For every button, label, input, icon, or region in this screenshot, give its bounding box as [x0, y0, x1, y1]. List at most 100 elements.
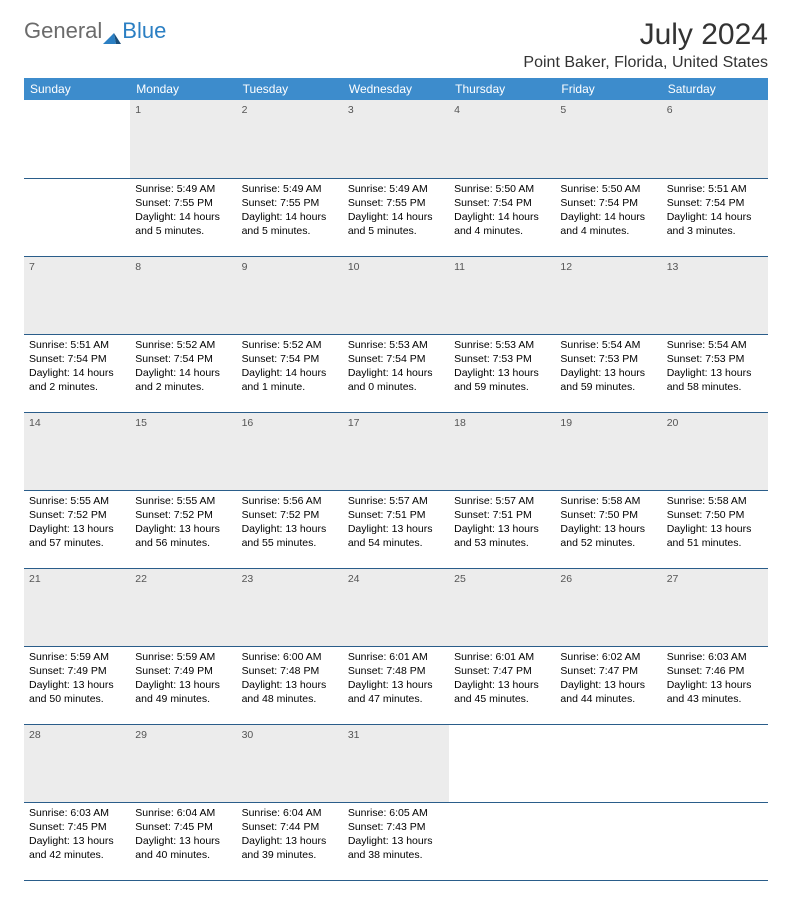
sunrise-line: Sunrise: 5:52 AM — [242, 338, 338, 352]
sunrise-line: Sunrise: 5:50 AM — [560, 182, 656, 196]
weekday-header: Monday — [130, 78, 236, 100]
month-title: July 2024 — [523, 18, 768, 52]
day-number-row: 21222324252627 — [24, 568, 768, 646]
daylight-line: Daylight: 13 hours and 55 minutes. — [242, 522, 338, 550]
day-detail-cell: Sunrise: 6:05 AMSunset: 7:43 PMDaylight:… — [343, 802, 449, 880]
sunset-line: Sunset: 7:50 PM — [667, 508, 763, 522]
daylight-line: Daylight: 13 hours and 43 minutes. — [667, 678, 763, 706]
sunrise-line: Sunrise: 6:04 AM — [242, 806, 338, 820]
weekday-header-row: SundayMondayTuesdayWednesdayThursdayFrid… — [24, 78, 768, 100]
day-detail-cell: Sunrise: 5:57 AMSunset: 7:51 PMDaylight:… — [449, 490, 555, 568]
day-number-cell: 24 — [343, 568, 449, 646]
daylight-line: Daylight: 13 hours and 58 minutes. — [667, 366, 763, 394]
sunset-line: Sunset: 7:45 PM — [135, 820, 231, 834]
daylight-line: Daylight: 13 hours and 45 minutes. — [454, 678, 550, 706]
sunrise-line: Sunrise: 6:05 AM — [348, 806, 444, 820]
day-number-row: 123456 — [24, 100, 768, 178]
day-detail-cell: Sunrise: 5:51 AMSunset: 7:54 PMDaylight:… — [662, 178, 768, 256]
daylight-line: Daylight: 14 hours and 3 minutes. — [667, 210, 763, 238]
day-number-row: 78910111213 — [24, 256, 768, 334]
daylight-line: Daylight: 13 hours and 54 minutes. — [348, 522, 444, 550]
day-number-row: 14151617181920 — [24, 412, 768, 490]
day-detail-row: Sunrise: 5:55 AMSunset: 7:52 PMDaylight:… — [24, 490, 768, 568]
sunrise-line: Sunrise: 5:54 AM — [667, 338, 763, 352]
day-number-cell: 2 — [237, 100, 343, 178]
logo-text-1: General — [24, 18, 102, 44]
day-number-cell: 6 — [662, 100, 768, 178]
day-detail-cell — [662, 802, 768, 880]
daylight-line: Daylight: 14 hours and 5 minutes. — [348, 210, 444, 238]
day-detail-cell — [24, 178, 130, 256]
sunset-line: Sunset: 7:54 PM — [667, 196, 763, 210]
daylight-line: Daylight: 14 hours and 0 minutes. — [348, 366, 444, 394]
weekday-header: Sunday — [24, 78, 130, 100]
sunset-line: Sunset: 7:44 PM — [242, 820, 338, 834]
day-detail-cell: Sunrise: 6:04 AMSunset: 7:45 PMDaylight:… — [130, 802, 236, 880]
daylight-line: Daylight: 14 hours and 5 minutes. — [135, 210, 231, 238]
sunset-line: Sunset: 7:55 PM — [135, 196, 231, 210]
daylight-line: Daylight: 13 hours and 59 minutes. — [454, 366, 550, 394]
sunrise-line: Sunrise: 5:55 AM — [29, 494, 125, 508]
daylight-line: Daylight: 14 hours and 2 minutes. — [135, 366, 231, 394]
daylight-line: Daylight: 14 hours and 2 minutes. — [29, 366, 125, 394]
sunset-line: Sunset: 7:51 PM — [454, 508, 550, 522]
day-detail-row: Sunrise: 5:59 AMSunset: 7:49 PMDaylight:… — [24, 646, 768, 724]
sunset-line: Sunset: 7:43 PM — [348, 820, 444, 834]
day-detail-cell: Sunrise: 6:03 AMSunset: 7:46 PMDaylight:… — [662, 646, 768, 724]
sunset-line: Sunset: 7:48 PM — [242, 664, 338, 678]
sunset-line: Sunset: 7:52 PM — [242, 508, 338, 522]
daylight-line: Daylight: 13 hours and 51 minutes. — [667, 522, 763, 550]
day-detail-cell: Sunrise: 5:56 AMSunset: 7:52 PMDaylight:… — [237, 490, 343, 568]
daylight-line: Daylight: 13 hours and 44 minutes. — [560, 678, 656, 706]
day-number-cell: 29 — [130, 724, 236, 802]
sunrise-line: Sunrise: 5:54 AM — [560, 338, 656, 352]
sunset-line: Sunset: 7:50 PM — [560, 508, 656, 522]
day-number-cell: 23 — [237, 568, 343, 646]
daylight-line: Daylight: 13 hours and 40 minutes. — [135, 834, 231, 862]
sunset-line: Sunset: 7:48 PM — [348, 664, 444, 678]
day-detail-cell: Sunrise: 6:01 AMSunset: 7:47 PMDaylight:… — [449, 646, 555, 724]
sunrise-line: Sunrise: 5:58 AM — [667, 494, 763, 508]
day-detail-cell: Sunrise: 6:02 AMSunset: 7:47 PMDaylight:… — [555, 646, 661, 724]
day-detail-cell: Sunrise: 6:03 AMSunset: 7:45 PMDaylight:… — [24, 802, 130, 880]
day-detail-cell: Sunrise: 5:59 AMSunset: 7:49 PMDaylight:… — [24, 646, 130, 724]
title-block: July 2024 Point Baker, Florida, United S… — [523, 18, 768, 72]
sunrise-line: Sunrise: 5:53 AM — [454, 338, 550, 352]
sunset-line: Sunset: 7:54 PM — [560, 196, 656, 210]
sunset-line: Sunset: 7:54 PM — [348, 352, 444, 366]
day-number-cell: 12 — [555, 256, 661, 334]
day-detail-cell: Sunrise: 5:54 AMSunset: 7:53 PMDaylight:… — [555, 334, 661, 412]
day-number-cell: 4 — [449, 100, 555, 178]
sunset-line: Sunset: 7:54 PM — [29, 352, 125, 366]
day-detail-cell: Sunrise: 5:49 AMSunset: 7:55 PMDaylight:… — [130, 178, 236, 256]
sunrise-line: Sunrise: 6:04 AM — [135, 806, 231, 820]
weekday-header: Saturday — [662, 78, 768, 100]
logo: General Blue — [24, 18, 166, 44]
sunset-line: Sunset: 7:55 PM — [242, 196, 338, 210]
day-detail-cell: Sunrise: 6:01 AMSunset: 7:48 PMDaylight:… — [343, 646, 449, 724]
daylight-line: Daylight: 13 hours and 42 minutes. — [29, 834, 125, 862]
sunrise-line: Sunrise: 5:59 AM — [135, 650, 231, 664]
daylight-line: Daylight: 13 hours and 50 minutes. — [29, 678, 125, 706]
day-number-cell: 30 — [237, 724, 343, 802]
daylight-line: Daylight: 13 hours and 39 minutes. — [242, 834, 338, 862]
daylight-line: Daylight: 13 hours and 56 minutes. — [135, 522, 231, 550]
weekday-header: Thursday — [449, 78, 555, 100]
day-number-cell: 14 — [24, 412, 130, 490]
sunset-line: Sunset: 7:49 PM — [29, 664, 125, 678]
day-number-cell: 9 — [237, 256, 343, 334]
day-number-cell: 27 — [662, 568, 768, 646]
sunrise-line: Sunrise: 6:01 AM — [348, 650, 444, 664]
weekday-header: Tuesday — [237, 78, 343, 100]
sunrise-line: Sunrise: 5:55 AM — [135, 494, 231, 508]
sunrise-line: Sunrise: 5:51 AM — [667, 182, 763, 196]
day-number-cell — [24, 100, 130, 178]
sunrise-line: Sunrise: 5:51 AM — [29, 338, 125, 352]
sunset-line: Sunset: 7:53 PM — [560, 352, 656, 366]
daylight-line: Daylight: 13 hours and 59 minutes. — [560, 366, 656, 394]
day-number-cell: 13 — [662, 256, 768, 334]
sunrise-line: Sunrise: 5:57 AM — [454, 494, 550, 508]
day-detail-row: Sunrise: 6:03 AMSunset: 7:45 PMDaylight:… — [24, 802, 768, 880]
day-number-cell: 10 — [343, 256, 449, 334]
daylight-line: Daylight: 13 hours and 48 minutes. — [242, 678, 338, 706]
